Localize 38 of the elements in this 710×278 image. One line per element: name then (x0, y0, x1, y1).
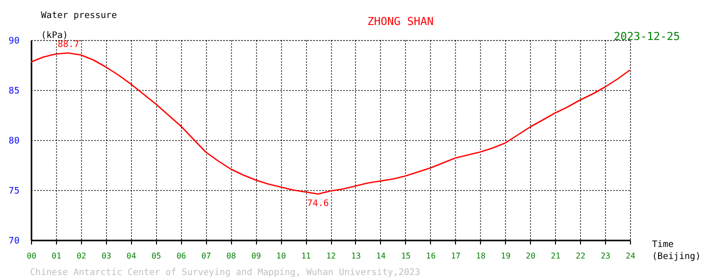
x-tick-label: 19 (500, 252, 511, 260)
text: Chinese Antarctic Center of Surveying and Mapping, Wuhan University,2023 (30, 268, 420, 278)
x-tick-label: 23 (600, 252, 611, 260)
x-tick-label: 12 (326, 252, 336, 260)
x-tick-label: 01 (52, 252, 62, 260)
y-tick-label: 75 (8, 186, 20, 196)
annotation: 2023-12-25 (614, 30, 680, 43)
x-tick-label: 16 (426, 252, 436, 260)
x-tick-label: 24 (626, 252, 636, 260)
x-tick-label: 05 (151, 252, 162, 260)
annotation: 88.7 (58, 40, 80, 50)
x-tick-label: 04 (126, 252, 136, 260)
x-tick-label: 13 (351, 252, 361, 260)
x-tick-label: 11 (301, 252, 312, 260)
x-tick-label: 21 (550, 252, 561, 260)
x-tick-label: 20 (526, 252, 536, 260)
y-tick-label: 70 (8, 236, 20, 246)
y-tick-label: 80 (8, 136, 20, 146)
x-tick-label: 10 (276, 252, 286, 260)
x-tick-label: 02 (76, 252, 86, 260)
x-tick-label: 17 (450, 252, 461, 260)
annotation: 74.6 (307, 199, 329, 209)
y-axis-title: Water pressure (kPa) (41, 11, 117, 41)
x-tick-label: 18 (476, 252, 486, 260)
x-tick-label: 08 (226, 252, 236, 260)
x-tick-label: 00 (26, 252, 36, 260)
line-series (31, 52, 630, 195)
x-tick-label: 07 (201, 252, 212, 260)
x-tick-label: 22 (576, 252, 586, 260)
chart-title: ZHONG SHAN (367, 15, 434, 28)
x-axis-title: Time (Beijing) (652, 240, 701, 262)
x-tick-label: 14 (376, 252, 386, 260)
x-tick-label: 03 (102, 252, 112, 260)
y-tick-label: 85 (8, 86, 20, 96)
x-tick-label: 06 (176, 252, 186, 260)
y-tick-label: 90 (8, 36, 20, 46)
x-tick-label: 09 (251, 252, 262, 260)
x-tick-label: 15 (401, 252, 411, 260)
